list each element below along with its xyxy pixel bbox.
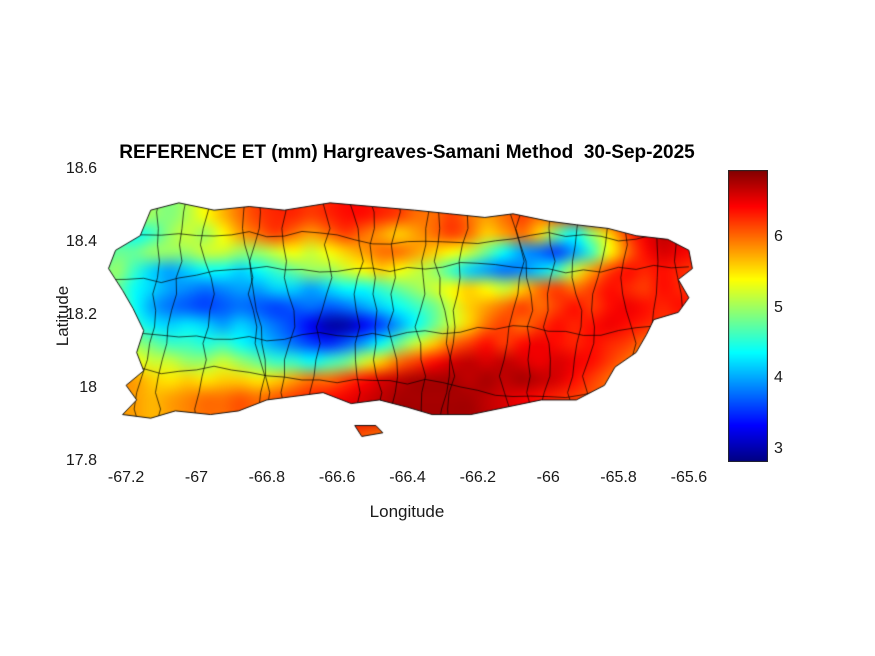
x-axis-label: Longitude bbox=[369, 502, 445, 521]
x-tick-label: -66.4 bbox=[389, 469, 426, 486]
colorbar-tick-label: 6 bbox=[774, 227, 783, 245]
colorbar-tick-label: 3 bbox=[774, 439, 783, 457]
y-tick-label: 18.2 bbox=[65, 306, 97, 323]
y-tick-label: 18.4 bbox=[65, 233, 97, 250]
x-tick-label: -65.8 bbox=[600, 469, 637, 486]
x-tick-label: -66 bbox=[536, 469, 560, 486]
colorbar-tick-label: 4 bbox=[774, 369, 783, 387]
y-tick-label: 18 bbox=[79, 379, 97, 396]
colorbar-tick-label: 5 bbox=[774, 298, 783, 316]
x-tick-label: -66.8 bbox=[248, 469, 286, 486]
puerto-rico-et-heatmap bbox=[105, 170, 710, 462]
y-tick-label: 18.6 bbox=[65, 160, 97, 177]
chart-title: REFERENCE ET (mm) Hargreaves-Samani Meth… bbox=[119, 142, 695, 163]
x-tick-label: -67 bbox=[184, 469, 209, 486]
x-tick-label: -65.6 bbox=[670, 469, 708, 486]
x-tick-label: -66.2 bbox=[459, 469, 497, 486]
x-tick-label: -66.6 bbox=[318, 469, 356, 486]
colorbar bbox=[728, 170, 768, 462]
y-tick-label: 17.8 bbox=[65, 452, 97, 469]
x-tick-label: -67.2 bbox=[107, 469, 145, 486]
